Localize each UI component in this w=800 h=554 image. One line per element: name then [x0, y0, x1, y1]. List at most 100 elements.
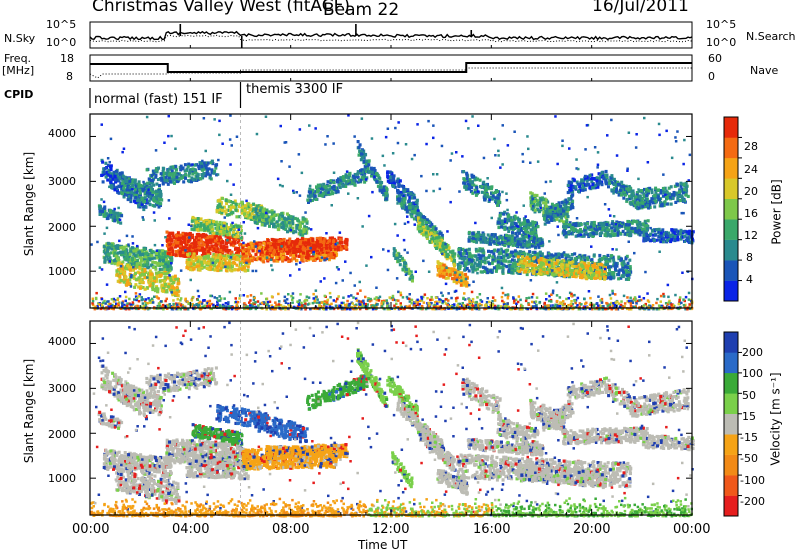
power-pixel: [283, 217, 287, 221]
power-pixel: [328, 246, 332, 250]
power-pixel: [113, 188, 117, 192]
power-pixel: [150, 263, 154, 267]
power-pixel: [142, 256, 146, 260]
power-pixel: [151, 250, 155, 254]
power-pixel: [163, 272, 167, 276]
power-pixel: [197, 246, 201, 250]
power-pixel: [104, 175, 108, 179]
power-pixel: [426, 226, 430, 230]
power-pixel: [435, 239, 439, 243]
power-pixel: [147, 199, 151, 203]
power-pixel: [448, 250, 452, 254]
power-pixel: [600, 171, 604, 175]
power-pixel: [254, 210, 258, 214]
power-pixel: [243, 204, 247, 208]
power-pixel: [258, 209, 262, 213]
power-pixel: [288, 248, 292, 253]
power-pixel: [128, 179, 132, 183]
power-pixel: [175, 285, 179, 290]
power-pixel: [344, 173, 348, 177]
power-pixel: [166, 271, 170, 276]
power-pixel: [435, 246, 438, 250]
power-pixel: [111, 260, 115, 264]
power-pixel: [225, 245, 229, 249]
power-pixel: [292, 249, 296, 253]
power-pixel: [199, 223, 203, 227]
power-pixel: [264, 214, 268, 218]
power-pixel: [129, 268, 132, 272]
power-pixel: [142, 258, 146, 262]
power-pixel: [103, 251, 107, 255]
power-pixel: [297, 254, 301, 258]
power-pixel: [165, 230, 169, 234]
power-pixel: [529, 231, 533, 236]
power-pixel: [555, 217, 559, 221]
power-pixel: [127, 265, 131, 269]
power-pixel: [141, 196, 145, 200]
power-pixel: [467, 187, 471, 191]
power-pixel: [176, 179, 179, 184]
power-pixel: [173, 171, 177, 175]
power-pixel: [151, 275, 154, 279]
power-pixel: [206, 256, 210, 260]
power-pixel: [314, 197, 318, 201]
power-pixel: [585, 179, 589, 183]
power-pixel: [167, 251, 170, 256]
power-pixel: [235, 215, 239, 219]
power-pixel: [106, 173, 110, 177]
power-pixel: [507, 213, 511, 217]
power-pixel: [409, 192, 413, 196]
power-pixel: [145, 191, 149, 195]
power-pixel: [148, 249, 152, 253]
power-pixel: [215, 234, 219, 238]
power-pixel: [168, 173, 171, 177]
power-pixel: [166, 234, 170, 238]
power-pixel: [188, 244, 192, 248]
power-pixel: [118, 250, 122, 255]
power-pixel: [128, 278, 131, 282]
power-pixel: [234, 202, 238, 206]
power-pixel: [282, 237, 286, 242]
power-pixel: [103, 210, 107, 214]
power-pixel: [599, 181, 603, 185]
power-pixel: [117, 179, 121, 183]
power-pixel: [173, 278, 177, 282]
power-pixel: [501, 221, 505, 225]
power-pixel: [522, 227, 526, 231]
power-pixel: [159, 273, 163, 278]
power-pixel: [367, 169, 371, 174]
power-pixel: [138, 262, 142, 267]
power-pixel: [197, 241, 201, 245]
power-pixel: [239, 264, 243, 268]
power-pixel: [239, 250, 243, 254]
power-pixel: [160, 289, 164, 293]
power-pixel: [121, 260, 125, 264]
power-pixel: [142, 207, 146, 212]
power-pixel: [162, 283, 166, 287]
power-pixel: [410, 214, 414, 218]
power-pixel: [533, 208, 537, 212]
power-pixel: [166, 264, 170, 268]
power-pixel: [202, 243, 206, 247]
power-pixel: [99, 205, 102, 209]
power-pixel: [438, 274, 442, 278]
power-pixel: [213, 169, 217, 173]
power-pixel: [157, 263, 161, 267]
power-pixel: [130, 181, 134, 185]
power-pixel: [258, 243, 262, 247]
power-pixel: [149, 178, 153, 183]
power-pixel: [157, 274, 161, 278]
power-pixel: [419, 227, 423, 231]
power-pixel: [132, 262, 136, 266]
power-pixel: [224, 234, 228, 238]
power-pixel: [268, 224, 271, 228]
power-pixel: [402, 198, 406, 202]
power-pixel: [166, 276, 170, 280]
power-pixel: [287, 221, 291, 225]
power-pixel: [196, 260, 200, 264]
power-pixel: [155, 168, 159, 172]
power-pixel: [184, 173, 188, 177]
power-pixel: [218, 234, 222, 238]
power-pixel: [139, 273, 142, 277]
power-pixel: [229, 206, 233, 210]
